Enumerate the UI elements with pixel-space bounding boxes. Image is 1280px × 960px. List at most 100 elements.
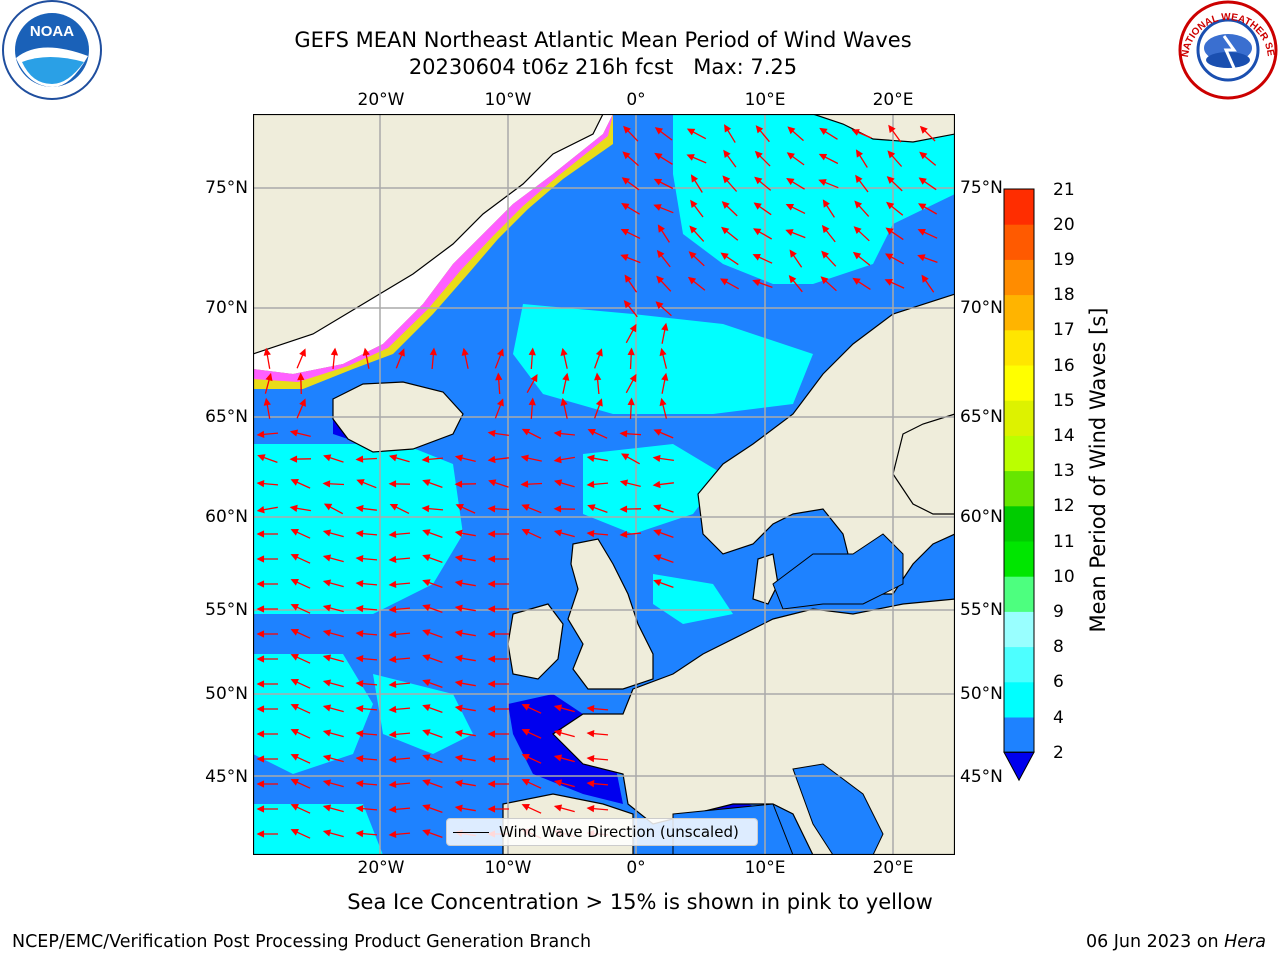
wind-arrow-head — [627, 397, 635, 406]
colorbar-tick: 14 — [1053, 426, 1075, 446]
wind-arrow-head — [322, 604, 332, 612]
wind-arrow-head — [595, 398, 603, 407]
wind-arrow-head — [256, 630, 265, 638]
wind-arrow-head — [821, 224, 830, 234]
wind-arrow-head — [256, 730, 265, 738]
wind-arrow-head — [355, 755, 364, 763]
lon-tick-top: 10°E — [744, 90, 786, 110]
wind-arrow-head — [690, 199, 698, 209]
wind-arrow-head — [289, 504, 298, 513]
wind-arrow-head — [422, 554, 431, 562]
wind-arrow-head — [322, 554, 332, 562]
wind-arrow-head — [722, 175, 731, 184]
lon-tick-top: 10°W — [484, 90, 532, 110]
wind-arrow-head — [290, 654, 299, 661]
wind-arrow-head — [620, 254, 629, 262]
wind-arrow-head — [621, 203, 630, 211]
wind-arrow-head — [290, 554, 299, 561]
wind-arrow-head — [256, 555, 265, 563]
wind-arrow-head — [652, 454, 661, 463]
nws-logo: NATIONAL WEATHER SERVICE — [1176, 0, 1278, 100]
wind-arrow-head — [355, 630, 364, 638]
colorbar-segment — [1004, 435, 1034, 472]
lon-tick-bottom: 20°E — [872, 858, 914, 878]
wind-arrow-head — [785, 203, 795, 211]
wind-arrow-head — [855, 149, 864, 158]
wind-arrow-head — [661, 372, 669, 381]
wind-arrow-head — [553, 505, 562, 513]
wind-arrow-head — [553, 729, 563, 737]
wind-arrow-head — [818, 153, 828, 161]
wind-arrow-head — [256, 680, 265, 688]
wind-arrow-head — [454, 779, 463, 787]
wind-arrow-head — [256, 805, 265, 813]
lon-tick-top: 0° — [626, 90, 646, 110]
wind-arrow-head — [257, 454, 266, 462]
colorbar-tick: 20 — [1053, 215, 1075, 235]
wind-arrow-head — [496, 348, 504, 357]
colorbar-segment — [1004, 224, 1034, 260]
wind-arrow-head — [289, 455, 298, 463]
footer-credit: NCEP/EMC/Verification Post Processing Pr… — [12, 932, 592, 952]
wind-arrow-head — [322, 629, 332, 637]
wind-arrow-head — [454, 654, 463, 662]
wind-arrow-head — [256, 480, 265, 488]
wind-arrow-head — [290, 704, 299, 711]
wind-arrow-head — [855, 174, 863, 184]
colorbar-tick: 11 — [1053, 532, 1075, 552]
wind-arrow-head — [621, 177, 630, 185]
wind-arrow-head — [624, 274, 632, 283]
wind-arrow-head — [586, 805, 595, 813]
wind-arrow-head — [455, 504, 464, 511]
wind-arrow-head — [553, 704, 563, 712]
map — [253, 114, 955, 855]
wind-arrow-head — [852, 277, 861, 285]
wind-arrow-head — [788, 275, 797, 284]
wind-arrow-head — [652, 480, 661, 489]
wind-arrow-head — [355, 504, 364, 513]
wind-arrow-head — [422, 654, 431, 662]
legend-label: Wind Wave Direction (unscaled) — [499, 823, 739, 841]
wind-arrow-head — [553, 754, 563, 762]
wind-arrow-head — [594, 372, 602, 381]
wind-arrow-head — [787, 126, 796, 135]
colorbar-tick: 2 — [1053, 743, 1064, 763]
wind-arrow-head — [620, 228, 630, 236]
wind-arrow-head — [659, 347, 667, 357]
wind-arrow-head — [852, 251, 862, 260]
wind-arrow-head — [362, 347, 370, 356]
legend-line-symbol — [453, 832, 489, 833]
wind-arrow-head — [355, 555, 364, 563]
wind-arrow-head — [520, 480, 529, 488]
wind-arrow-head — [487, 555, 496, 563]
lon-tick-bottom: 10°E — [744, 858, 786, 878]
colorbar-segment — [1004, 400, 1034, 436]
wind-arrow-head — [454, 480, 463, 488]
wind-arrow-head — [919, 125, 928, 134]
wind-arrow-head — [290, 604, 299, 611]
wind-arrow-head — [454, 704, 463, 712]
colorbar-segment — [1004, 717, 1034, 753]
footer-host: Hera — [1224, 932, 1266, 952]
colorbar-tick: 8 — [1053, 637, 1064, 657]
colorbar — [1003, 188, 1035, 782]
wind-arrow-head — [454, 679, 463, 687]
wind-arrow-head — [454, 629, 463, 637]
colorbar-under-extension — [1003, 751, 1035, 782]
wind-arrow-head — [656, 275, 665, 284]
noaa-logo-text: NOAA — [30, 23, 74, 40]
wind-arrow-head — [753, 202, 762, 210]
wind-arrow-head — [819, 127, 828, 136]
wind-arrow-head — [323, 454, 332, 462]
wind-arrow-head — [388, 630, 397, 638]
lat-tick-left: 50°N — [205, 684, 248, 704]
wind-arrow-head — [389, 503, 399, 511]
wind-arrow-head — [619, 430, 628, 438]
wind-arrow-head — [661, 322, 669, 331]
wind-arrow-head — [487, 755, 496, 763]
wind-arrow-head — [586, 705, 595, 713]
wind-arrow-head — [528, 347, 536, 356]
wind-arrow-head — [290, 754, 299, 761]
wind-arrow-head — [521, 704, 530, 711]
wind-arrow-head — [656, 249, 665, 259]
